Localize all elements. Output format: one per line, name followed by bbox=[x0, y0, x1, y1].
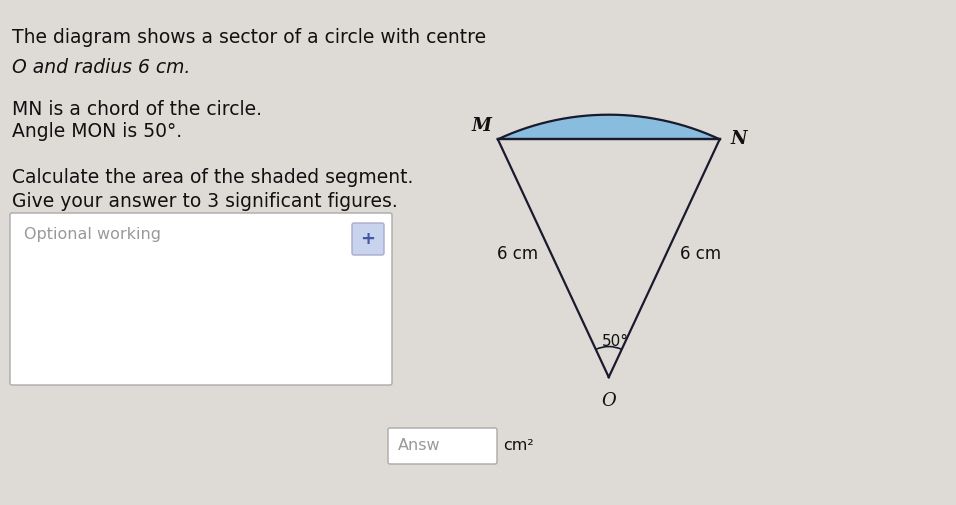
Text: cm²: cm² bbox=[503, 438, 533, 453]
Text: 50°: 50° bbox=[602, 334, 629, 349]
Text: +: + bbox=[360, 230, 376, 248]
Text: Optional working: Optional working bbox=[24, 227, 161, 242]
Text: N: N bbox=[730, 130, 748, 148]
Text: M: M bbox=[471, 117, 491, 135]
Text: MN is a chord of the circle.: MN is a chord of the circle. bbox=[12, 100, 262, 119]
Text: Give your answer to 3 significant figures.: Give your answer to 3 significant figure… bbox=[12, 192, 398, 211]
Polygon shape bbox=[498, 115, 720, 139]
FancyBboxPatch shape bbox=[388, 428, 497, 464]
Text: Answ: Answ bbox=[398, 438, 441, 453]
Text: 6 cm: 6 cm bbox=[497, 245, 538, 263]
Text: Calculate the area of the shaded segment.: Calculate the area of the shaded segment… bbox=[12, 168, 413, 187]
Text: 6 cm: 6 cm bbox=[680, 245, 721, 263]
Text: O and radius 6 cm.: O and radius 6 cm. bbox=[12, 58, 190, 77]
FancyBboxPatch shape bbox=[352, 223, 384, 255]
Text: O: O bbox=[601, 392, 616, 411]
Text: The diagram shows a sector of a circle with centre: The diagram shows a sector of a circle w… bbox=[12, 28, 492, 47]
FancyBboxPatch shape bbox=[10, 213, 392, 385]
Text: Angle MON is 50°.: Angle MON is 50°. bbox=[12, 122, 183, 141]
